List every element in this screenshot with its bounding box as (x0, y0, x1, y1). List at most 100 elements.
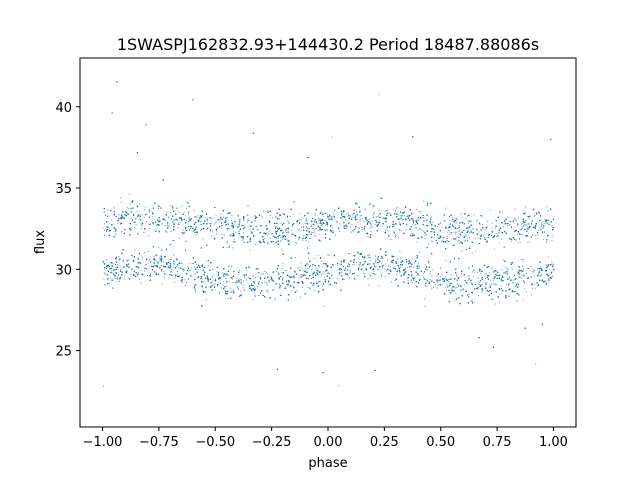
data-point (415, 224, 416, 226)
data-point (135, 224, 137, 226)
data-point (328, 272, 330, 274)
data-point (525, 220, 527, 222)
data-point (152, 266, 154, 267)
data-point (523, 280, 524, 282)
data-point (295, 256, 296, 258)
data-point (321, 266, 323, 268)
data-point (418, 264, 420, 266)
chart-title: 1SWASPJ162832.93+144430.2 Period 18487.8… (117, 35, 539, 54)
data-point (212, 274, 214, 276)
data-point (503, 272, 504, 274)
data-point (160, 270, 162, 272)
data-point (170, 230, 172, 232)
data-point (325, 223, 327, 225)
data-point (188, 217, 190, 219)
data-point (522, 261, 524, 263)
data-point (477, 272, 479, 273)
data-point (460, 284, 461, 286)
data-point (544, 222, 546, 224)
data-point (417, 229, 419, 231)
data-point (481, 291, 483, 293)
data-point (423, 298, 425, 300)
data-point (149, 223, 151, 225)
data-point (213, 283, 215, 285)
data-point (210, 286, 212, 288)
data-point (307, 268, 309, 270)
data-point (117, 276, 119, 278)
data-point (461, 273, 463, 274)
data-point (296, 242, 298, 244)
data-point (201, 228, 202, 230)
data-point (111, 263, 113, 265)
data-point (216, 271, 218, 273)
data-point (110, 277, 112, 279)
data-point (188, 220, 190, 222)
data-point (370, 224, 372, 226)
data-point (507, 269, 509, 271)
data-point (528, 232, 530, 234)
data-point (378, 215, 379, 217)
data-point (120, 201, 122, 203)
data-point (164, 225, 166, 227)
data-point (377, 257, 378, 259)
data-point (158, 219, 160, 221)
data-point (291, 229, 293, 231)
data-point (429, 273, 431, 275)
data-point (447, 281, 449, 283)
data-point (322, 271, 324, 273)
data-point (171, 269, 173, 270)
data-point (267, 291, 269, 293)
data-point (174, 281, 176, 283)
data-point (183, 270, 185, 271)
data-point (206, 229, 208, 231)
data-point (113, 226, 115, 228)
data-point (167, 224, 169, 226)
data-point (312, 232, 314, 234)
data-point (522, 299, 524, 301)
data-point (421, 229, 423, 231)
data-point (123, 278, 125, 280)
data-point (276, 270, 278, 272)
data-point (302, 286, 303, 288)
data-point (300, 213, 301, 215)
data-point (444, 278, 445, 279)
data-point (481, 284, 483, 286)
data-point (310, 264, 312, 266)
data-point (436, 280, 438, 282)
data-point (444, 293, 446, 295)
data-point (114, 274, 115, 276)
data-point (270, 237, 272, 239)
data-point (105, 215, 106, 217)
data-point (468, 232, 470, 234)
data-point (281, 271, 283, 273)
data-point (156, 225, 158, 226)
data-point (322, 273, 324, 275)
data-point (272, 216, 274, 218)
data-point (413, 266, 415, 268)
data-point (349, 277, 351, 279)
data-point (208, 265, 210, 267)
data-point (518, 241, 519, 243)
data-point (291, 290, 293, 292)
data-point (323, 228, 325, 230)
data-point (300, 276, 302, 278)
data-point (311, 231, 313, 233)
data-point (342, 227, 344, 229)
data-point (188, 218, 190, 220)
data-point (436, 226, 438, 227)
data-point (113, 231, 115, 233)
data-point (355, 228, 357, 230)
data-point (456, 236, 458, 238)
data-point (313, 258, 315, 259)
data-point (520, 234, 522, 236)
data-point (300, 226, 302, 228)
data-point (286, 228, 288, 230)
data-point (380, 272, 382, 274)
data-point (202, 238, 204, 240)
data-point (282, 277, 284, 279)
data-point (136, 210, 138, 212)
data-point (426, 285, 428, 287)
data-point (251, 290, 253, 292)
data-point (428, 243, 430, 245)
data-point (339, 231, 340, 233)
